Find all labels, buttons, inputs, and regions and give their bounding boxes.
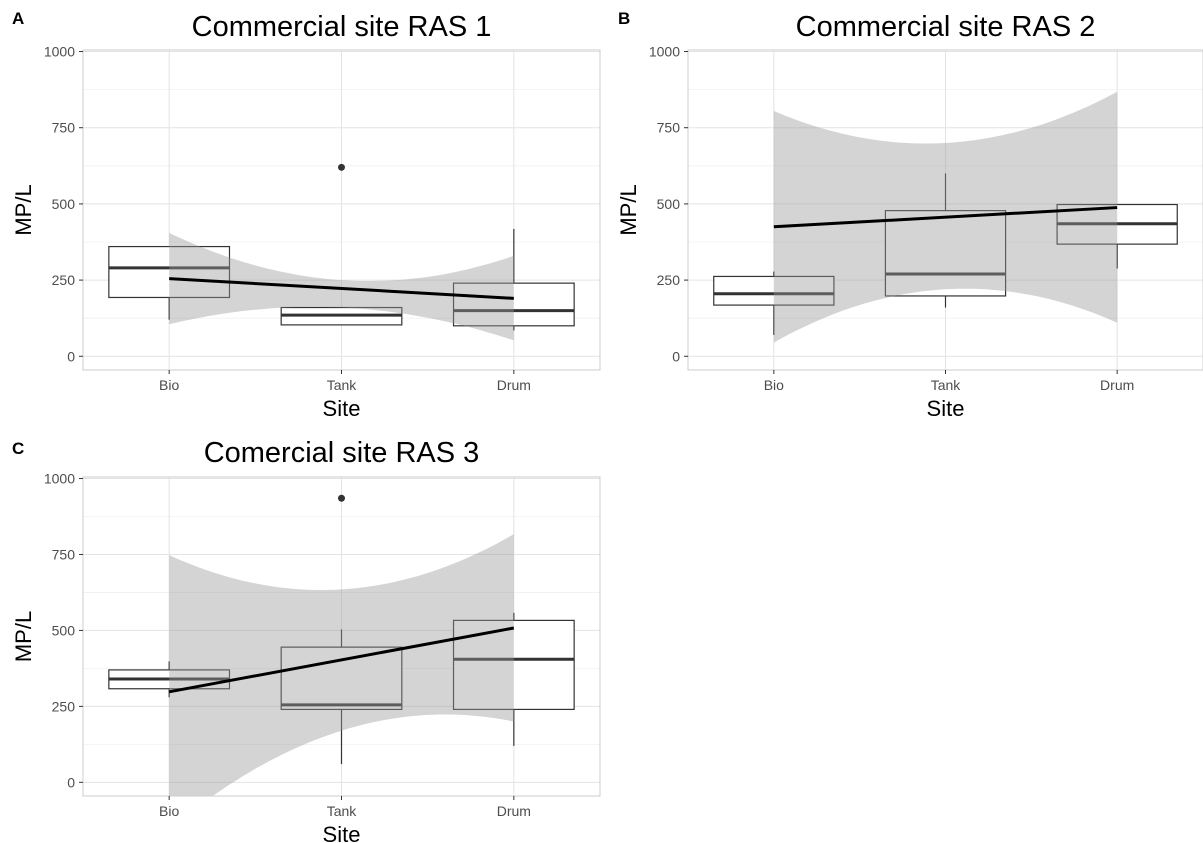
outlier-point	[338, 494, 345, 502]
panel-b: 0 250 500 750 1000 Bio Tank Drum Commercial site…	[616, 9, 1203, 421]
y-tick-label: 1000	[649, 44, 680, 60]
panel-c: 0 250 500 750 1000 Bio Tank Drum Comercial site …	[11, 437, 601, 843]
y-tick-label: 750	[657, 120, 681, 136]
confidence-band	[169, 534, 514, 796]
box-iqr	[108, 245, 231, 299]
y-tick-label: 1000	[44, 471, 75, 487]
y-tick-label: 750	[52, 546, 76, 562]
boxplot-tank	[884, 173, 1007, 308]
box-iqr	[280, 646, 403, 711]
y-tick-label: 500	[52, 622, 76, 638]
boxplot-bio	[713, 271, 835, 335]
x-tick-label: Drum	[497, 377, 531, 393]
y-tick-label: 0	[672, 348, 680, 364]
x-axis-title: Site	[927, 396, 965, 421]
outlier-point	[338, 163, 345, 171]
panel-tag: B	[618, 9, 630, 28]
x-tick-label: Tank	[931, 377, 962, 393]
panel-tag: C	[12, 439, 24, 458]
chart-title: Comercial site RAS 3	[204, 437, 480, 469]
box-iqr	[452, 282, 575, 327]
y-tick-label: 750	[52, 120, 76, 136]
trend-line	[168, 626, 515, 694]
x-tick-label: Drum	[1100, 377, 1134, 393]
chart-title: Commercial site RAS 2	[796, 11, 1096, 43]
y-axis-title: MP/L	[11, 184, 36, 235]
x-axis-title: Site	[323, 822, 361, 843]
y-tick-label: 0	[67, 774, 75, 790]
boxplot-bio	[108, 245, 231, 320]
y-axis-title: MP/L	[11, 611, 36, 662]
y-tick-label: 500	[657, 196, 681, 212]
x-axis-title: Site	[323, 396, 361, 421]
y-tick-label: 500	[52, 196, 76, 212]
y-tick-label: 250	[52, 272, 76, 288]
trend-line	[773, 206, 1118, 229]
box-iqr	[884, 210, 1007, 297]
y-tick-label: 1000	[44, 44, 75, 60]
y-tick-label: 250	[657, 272, 681, 288]
confidence-band	[169, 232, 514, 341]
chart-title: Commercial site RAS 1	[192, 11, 492, 43]
panel-a: 0 250 500 750 1000 Bio Tank Drum Commercial site…	[11, 9, 601, 421]
x-tick-label: Bio	[159, 803, 179, 819]
x-tick-label: Tank	[327, 803, 358, 819]
x-tick-label: Tank	[327, 377, 358, 393]
boxplot-drum	[452, 228, 575, 331]
boxplot-tank	[280, 494, 403, 765]
x-tick-label: Drum	[497, 803, 531, 819]
trend-line	[169, 277, 514, 300]
x-tick-label: Bio	[764, 377, 784, 393]
y-tick-label: 250	[52, 698, 76, 714]
x-tick-label: Bio	[159, 377, 179, 393]
y-axis-title: MP/L	[616, 184, 641, 235]
box-iqr	[713, 275, 835, 306]
panel-tag: A	[12, 9, 24, 28]
y-tick-label: 0	[67, 348, 75, 364]
boxplot-tank	[280, 163, 403, 326]
